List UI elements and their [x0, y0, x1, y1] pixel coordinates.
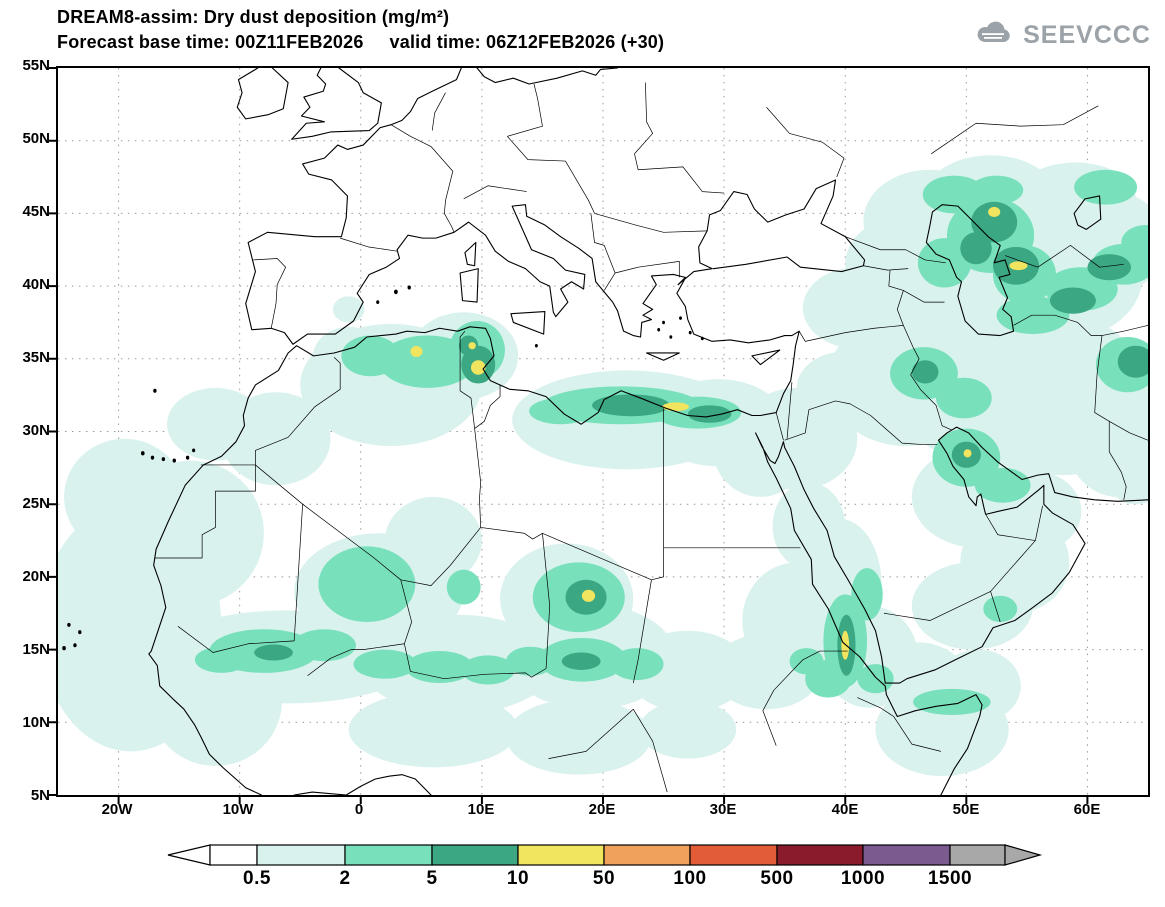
- lat-axis-label: 50N: [22, 130, 50, 147]
- lon-axis-label: 40E: [831, 801, 859, 818]
- legend-segment: [862, 844, 951, 866]
- legend-arrow-right: [1004, 844, 1043, 866]
- country-borders: [155, 83, 1148, 793]
- lon-axis-label: 60E: [1073, 801, 1101, 818]
- legend-segment: [517, 844, 605, 866]
- logo-text: SEEVCCC: [1023, 21, 1151, 49]
- legend-label: 500: [760, 868, 794, 889]
- lat-axis-label: 20N: [22, 568, 50, 585]
- lon-axis-label: 0: [354, 801, 364, 818]
- legend-segment: [431, 844, 519, 866]
- title-line2: Forecast base time: 00Z11FEB2026 valid t…: [57, 32, 665, 52]
- legend-label: 0.5: [243, 868, 271, 889]
- legend-label: 2: [339, 868, 351, 889]
- legend-segment: [256, 844, 346, 866]
- lat-axis-label: 35N: [22, 349, 50, 366]
- lat-axis-label: 45N: [22, 203, 50, 220]
- legend-label: 10: [506, 868, 530, 889]
- legend-label: 5: [426, 868, 438, 889]
- lon-axis-label: 30E: [709, 801, 737, 818]
- lon-axis-label: 20E: [588, 801, 616, 818]
- legend-segment: [344, 844, 433, 866]
- legend-label: 1000: [840, 868, 886, 889]
- legend-segment: [603, 844, 691, 866]
- lon-axis-label: 50E: [952, 801, 980, 818]
- legend-label: 1500: [927, 868, 973, 889]
- lat-axis-label: 15N: [22, 641, 50, 658]
- lat-axis-label: 30N: [22, 422, 50, 439]
- geo-layers: [58, 68, 1148, 795]
- legend-segment: [689, 844, 778, 866]
- title-line1: DREAM8-assim: Dry dust deposition (mg/m²…: [57, 7, 450, 27]
- legend-label: 50: [592, 868, 616, 889]
- lon-axis-label: 10E: [467, 801, 495, 818]
- legend-arrow-left: [167, 844, 211, 866]
- cloud-icon: [972, 18, 1016, 53]
- lat-axis-label: 40N: [22, 276, 50, 293]
- coastlines: [149, 68, 1148, 795]
- legend-label: 100: [673, 868, 707, 889]
- lat-axis-label: 55N: [22, 57, 50, 74]
- lat-axis-label: 10N: [22, 714, 50, 731]
- legend-segment: [949, 844, 1006, 866]
- lat-axis-label: 5N: [30, 787, 50, 804]
- legend-segment: [209, 844, 258, 866]
- lat-axis-label: 25N: [22, 495, 50, 512]
- dust-shading-level-5: [254, 201, 1148, 676]
- legend-segment: [776, 844, 864, 866]
- map-frame: [49, 66, 1150, 804]
- lon-axis-label: 20W: [101, 801, 133, 818]
- dust-shading-level-10: [410, 206, 1028, 660]
- islands: [62, 285, 704, 651]
- seevccc-logo: SEEVCCC: [972, 18, 1151, 53]
- map-svg: [49, 67, 1148, 804]
- lon-axis-label: 10W: [222, 801, 254, 818]
- axis-ticks: [49, 67, 1089, 804]
- legend-bar: [167, 844, 1043, 866]
